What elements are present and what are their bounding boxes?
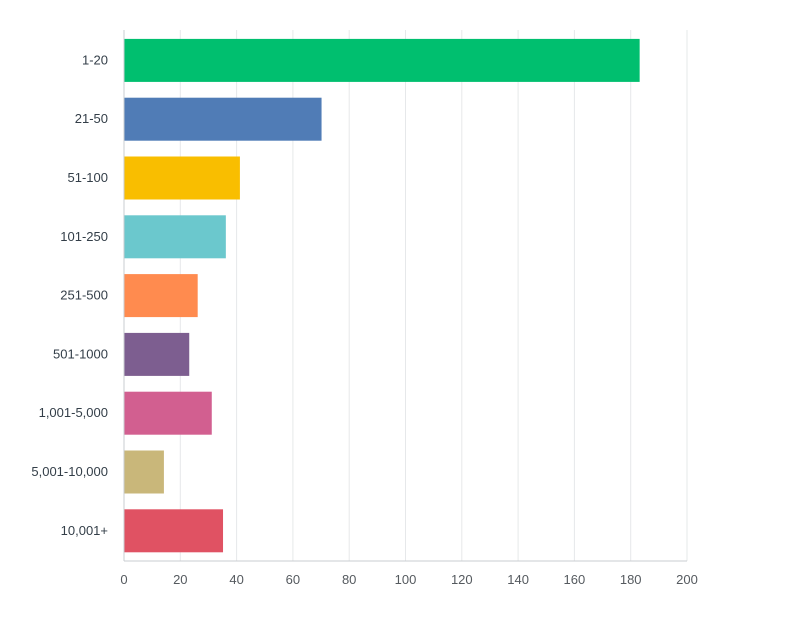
x-tick-label-20: 20 [173,572,187,587]
x-tick-label-180: 180 [620,572,642,587]
bar-1[interactable] [124,97,322,141]
bar-8[interactable] [124,509,224,553]
x-tick-label-200: 200 [676,572,698,587]
tick-labels: 0 20 40 60 80 100 120 140 160 180 200 [120,572,697,587]
category-label-1: 21-50 [75,111,108,126]
x-tick-label-60: 60 [286,572,300,587]
bar-0[interactable] [124,38,640,82]
bar-7[interactable] [124,450,164,494]
x-tick-label-100: 100 [395,572,417,587]
x-tick-label-120: 120 [451,572,473,587]
x-tick-label-160: 160 [564,572,586,587]
category-label-8: 10,001+ [61,523,108,538]
category-label-4: 251-500 [60,288,108,303]
category-label-6: 1,001-5,000 [39,405,108,420]
x-tick-label-0: 0 [120,572,127,587]
bar-2[interactable] [124,156,240,200]
bar-6[interactable] [124,391,212,435]
bar-5[interactable] [124,332,190,376]
axes [123,30,687,562]
bars [124,38,640,553]
category-label-2: 51-100 [68,170,108,185]
x-tick-label-80: 80 [342,572,356,587]
bar-4[interactable] [124,274,198,318]
category-label-7: 5,001-10,000 [31,464,108,479]
x-tick-label-40: 40 [229,572,243,587]
category-label-0: 1-20 [82,52,108,67]
category-label-3: 101-250 [60,229,108,244]
category-labels: 1-20 21-50 51-100 101-250 251-500 501-1000 1,0… [31,52,108,537]
category-label-5: 501-1000 [53,346,108,361]
bar-3[interactable] [124,215,226,259]
x-tick-label-140: 140 [507,572,529,587]
